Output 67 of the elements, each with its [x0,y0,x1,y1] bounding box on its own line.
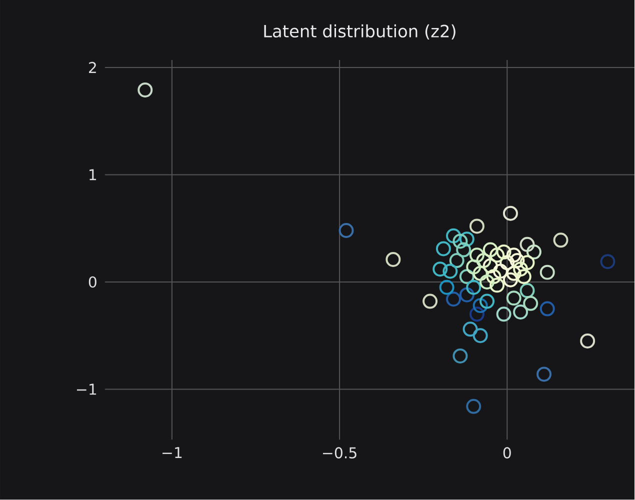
x-tick-label: 0 [503,447,511,459]
point [500,255,515,270]
point [553,232,568,248]
point [469,248,484,263]
point [513,262,528,277]
point [520,237,535,252]
point [480,274,495,290]
point [446,228,461,244]
point [442,264,458,279]
point [472,328,488,344]
point [536,366,552,382]
point [502,272,518,288]
point [469,218,484,234]
point [338,223,354,238]
point [480,294,495,309]
point [469,306,484,322]
point [510,253,525,268]
chart-title: Latent distribution (z2) [264,24,456,40]
point [580,334,596,349]
point [540,301,555,316]
point [482,258,498,274]
point [472,298,488,314]
x-tick-label: −0.5 [322,447,356,459]
point [490,248,505,263]
point [466,260,482,275]
point [452,234,468,249]
point [513,304,528,320]
point [472,266,488,282]
point [466,280,482,296]
point [449,253,464,268]
point [446,292,461,307]
point [439,280,454,296]
point [459,232,474,247]
point [540,265,555,280]
point [456,242,472,258]
y-tick-label: 1 [90,169,96,180]
x-tick-label: −1 [162,447,182,458]
y-tick-label: 0 [88,276,96,288]
point [496,306,512,322]
point [452,348,468,364]
point [520,255,535,270]
point [436,241,451,256]
point [496,244,512,260]
point [490,278,505,293]
point [422,294,438,309]
point [506,290,522,306]
point [523,296,538,312]
point [502,206,518,222]
y-tick-label: −1 [76,384,96,395]
point [520,283,535,298]
point [459,288,474,303]
point [462,322,478,337]
point [600,254,616,270]
point [459,269,474,284]
point [138,82,153,98]
point [432,262,448,277]
point [386,252,401,268]
point [486,269,502,284]
point [506,248,522,263]
point [476,253,492,268]
point [516,269,532,284]
y-tick-label: 2 [89,62,96,74]
point [492,264,508,279]
point [506,266,522,282]
point [466,399,482,414]
point [482,242,498,258]
point [526,244,542,260]
